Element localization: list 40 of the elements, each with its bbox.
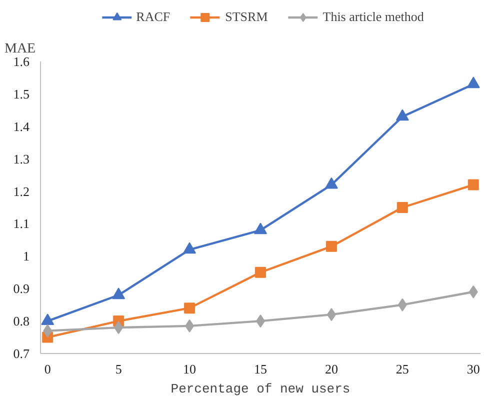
legend-label: STSRM [225, 9, 268, 25]
legend-label: RACF [136, 9, 170, 25]
point [324, 177, 338, 189]
point [184, 302, 196, 314]
x-tick-label: 30 [466, 362, 480, 376]
y-tick-label: 1.4 [13, 118, 30, 134]
y-axis-title: MAE [4, 42, 36, 56]
x-tick-label: 5 [115, 362, 122, 376]
point [43, 324, 52, 338]
x-tick-label: 0 [44, 362, 51, 376]
y-tick-label: 1.1 [13, 216, 30, 232]
y-tick-label: 1.3 [13, 151, 30, 166]
point [185, 319, 194, 332]
point [396, 109, 409, 121]
point [398, 298, 407, 312]
point [396, 202, 408, 213]
point [466, 76, 480, 88]
x-tick-label: 10 [183, 362, 196, 376]
y-tick-label: 1.6 [13, 54, 30, 69]
y-tick-label: 1.5 [13, 86, 30, 102]
point [468, 179, 479, 190]
point [183, 242, 196, 254]
point [112, 288, 126, 300]
legend-label: This article method [322, 9, 424, 25]
x-tick-label: 15 [254, 362, 267, 376]
y-tick-label: 1.2 [13, 184, 30, 199]
y-tick-label: 0.8 [13, 314, 30, 329]
y-tick-label: 0.7 [13, 346, 30, 361]
point [326, 240, 337, 252]
point [254, 222, 267, 234]
x-tick-label: 25 [396, 362, 409, 376]
y-tick-label: 1 [23, 248, 30, 264]
x-tick-label: 20 [324, 362, 338, 376]
point [255, 266, 266, 278]
y-tick-label: 0.9 [13, 281, 30, 296]
x-axis-title: Percentage of new users [170, 382, 350, 396]
point [468, 285, 478, 298]
point [41, 314, 54, 326]
point [326, 308, 336, 322]
point [114, 321, 124, 334]
